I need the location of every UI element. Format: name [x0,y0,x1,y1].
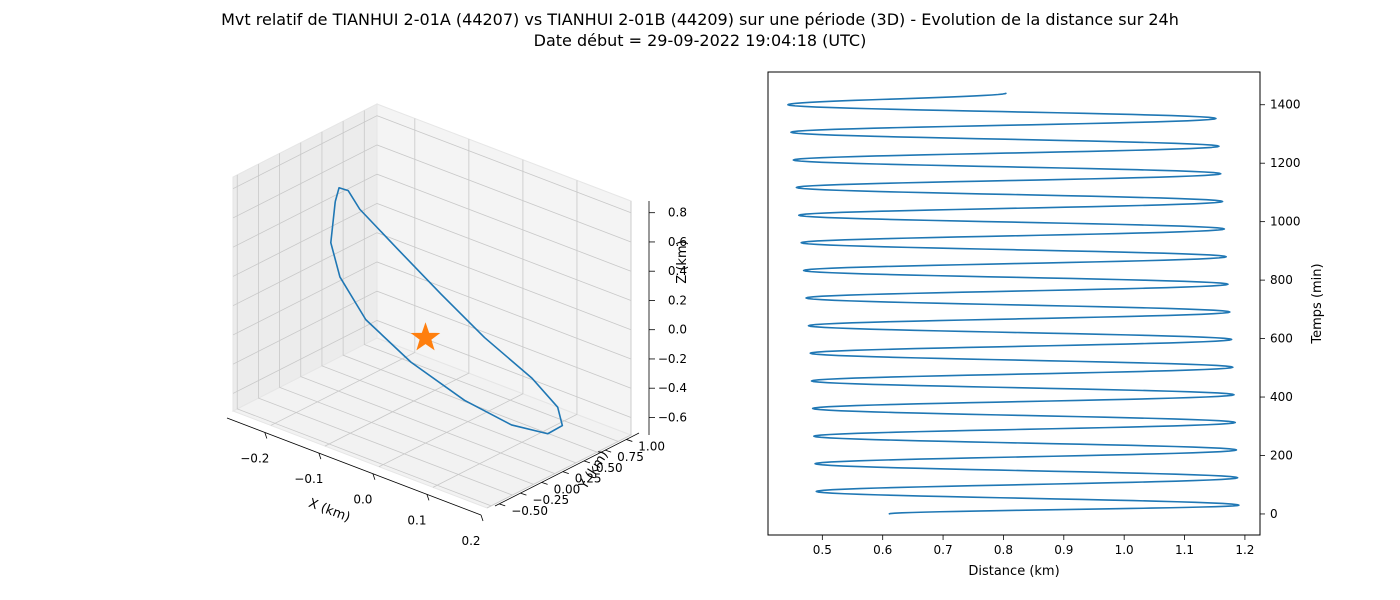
y-tick-label: 1400 [1270,98,1301,112]
x-tick-label: 0.6 [873,543,892,557]
z-tick-label: 0.8 [668,206,687,220]
grid-line-z [232,115,632,214]
grid-line-z [232,320,632,418]
x-tick-label: 1.2 [1235,543,1254,557]
x-tick-label: 1.0 [1115,543,1134,557]
y-tick-label: 600 [1270,332,1293,346]
y-tick-label: 0.50 [596,461,623,475]
y-tick-label: 0.75 [617,450,644,464]
x-tick-label: 0.1 [407,513,426,527]
grid-line-x [378,159,524,468]
z-tick-label: −0.6 [658,410,687,424]
grid-line-y [342,121,598,453]
z-axis-label: Z (km) [675,240,690,283]
grid-line-z [232,173,632,272]
y-tick-label: 1000 [1270,215,1301,229]
x-tick-label: 0.9 [1054,543,1073,557]
x-tick [372,473,376,480]
grid-line-z [232,203,632,301]
y-axis-label: Temps (min) [1310,263,1325,344]
x-tick [426,494,430,501]
grid-line-y [279,153,534,485]
grid-line-x [324,139,470,447]
z-tick-label: 0.6 [668,235,687,249]
y-tick-label: 800 [1270,273,1293,287]
chart-title: Mvt relatif de TIANHUI 2-01A (44207) vs … [221,10,1179,29]
x-tick [318,452,322,460]
x-tick-label: −0.1 [294,472,323,486]
grid-line-y [236,174,492,507]
grid-line-z [232,144,632,243]
origin-star-marker [410,322,441,351]
x-axis-line [226,417,482,516]
z-tick-label: 0.4 [668,264,687,278]
grid-line-z [232,261,632,360]
z-tick-label: −0.4 [658,381,687,395]
x-tick [264,432,268,439]
y-tick-label: 1200 [1270,156,1301,170]
x-tick [480,514,484,522]
y-tick-label: 0.00 [554,482,581,496]
grid-line-y [258,164,513,496]
z-tick-label: −0.2 [658,352,687,366]
grid-line-x [486,201,632,509]
grid-line-x [270,118,416,426]
x-tick-label: 1.1 [1175,543,1194,557]
grid-line-z [232,290,632,389]
grid-line-z [232,232,632,331]
x-tick-label: 0.2 [461,534,480,548]
grid-line-x [432,180,578,488]
chart-subtitle: Date début = 29-09-2022 19:04:18 (UTC) [533,31,867,50]
grid-line-y [300,142,555,475]
y-tick-label: 200 [1270,448,1293,462]
x-tick-label: 0.0 [353,493,372,507]
y-tick [520,492,527,496]
grid-line-y [321,131,577,464]
distance-series-line [787,92,1240,515]
x-tick-label: 0.7 [934,543,953,557]
y-tick [562,471,569,475]
x-tick-label: 0.5 [813,543,832,557]
y-tick [626,439,633,442]
y-tick-label: 0.25 [575,472,602,486]
y-tick-label: −0.25 [532,493,569,507]
y-tick [583,460,591,464]
y-axis-line [494,432,640,507]
trajectory-line [330,186,564,435]
x-tick-label: 0.8 [994,543,1013,557]
y-tick [499,503,506,507]
y-tick-label: 0 [1270,507,1278,521]
y-tick-label: 1.00 [638,439,665,453]
grid-line-y [363,110,619,442]
z-tick-label: 0.2 [668,293,687,307]
z-tick-label: 0.0 [668,323,687,337]
y-tick-label: 400 [1270,390,1293,404]
x-axis-label: Distance (km) [968,564,1059,579]
y-tick [541,482,548,485]
x-tick-label: −0.2 [240,451,269,465]
y-tick-label: −0.50 [511,504,548,518]
y-tick [604,449,612,453]
